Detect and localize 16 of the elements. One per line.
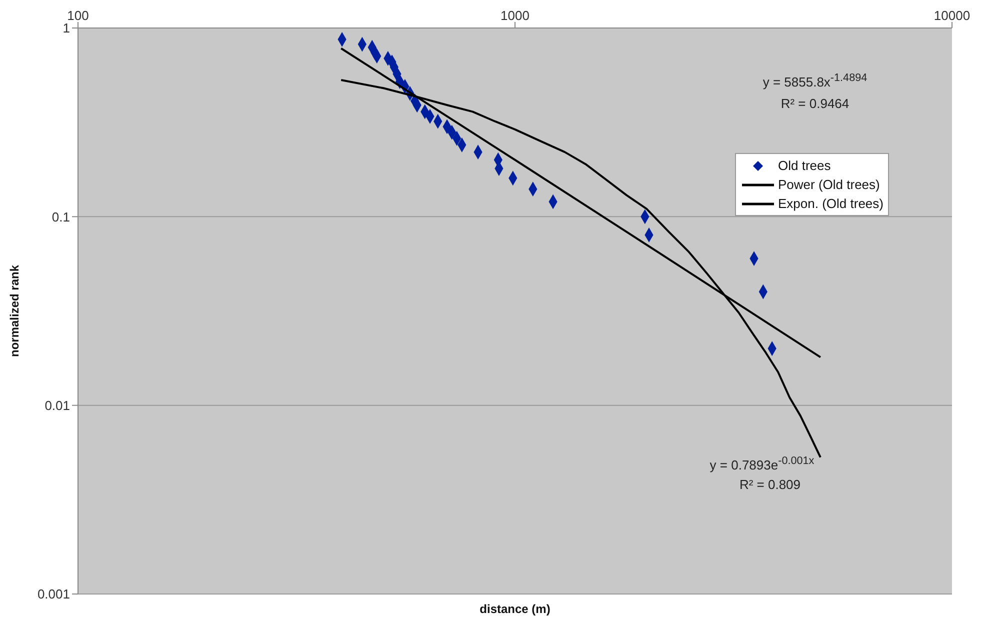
- y-tick-label: 0.1: [52, 209, 70, 224]
- x-axis-title: distance (m): [478, 602, 552, 616]
- legend-label: Power (Old trees): [778, 176, 880, 194]
- legend-label: Expon. (Old trees): [778, 195, 884, 213]
- x-tick-label: 1000: [500, 8, 530, 23]
- y-tick-label: 0.01: [44, 398, 70, 413]
- y-tick-label: 0.001: [37, 586, 70, 602]
- x-tick-label: 100: [67, 8, 89, 23]
- y-axis-title: normalized rank: [7, 264, 22, 358]
- y-tick-label: 1: [62, 20, 70, 36]
- x-tick-label: 10000: [934, 8, 970, 23]
- legend-label: Old trees: [778, 157, 831, 175]
- annotation: R² = 0.809: [738, 477, 802, 492]
- annotation: y = 5855.8x$^{-1.4894}$: [762, 72, 868, 90]
- annotation: y = 0.7893e$^{-0.001x}$: [708, 455, 816, 472]
- annotation: R² = 0.9464: [780, 96, 850, 111]
